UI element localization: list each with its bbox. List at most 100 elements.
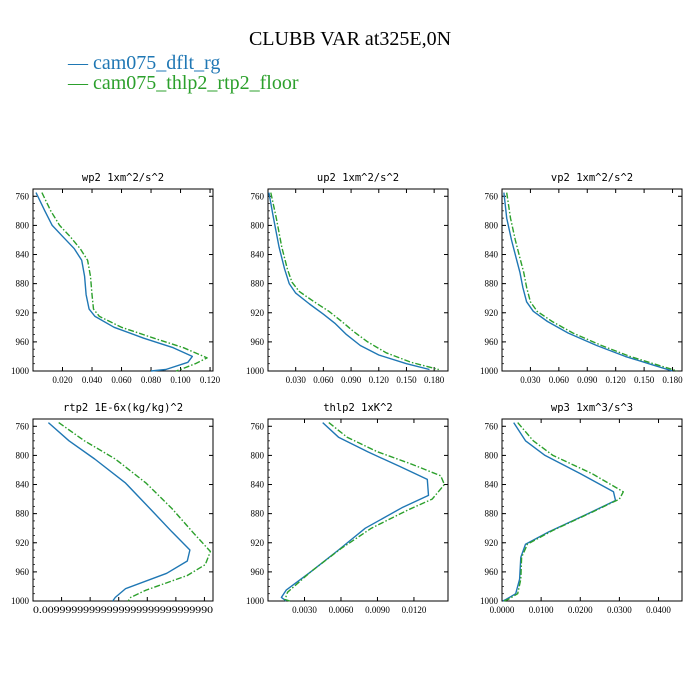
y-tick-label: 760 [251, 191, 265, 201]
panel-frame-6 [501, 418, 683, 602]
panel-title-4: rtp2 1E-6x(kg/kg)^2 [63, 402, 183, 414]
legend-entry-2: — cam075_thlp2_rtp2_floor [68, 72, 299, 94]
y-tick-label: 800 [251, 220, 265, 230]
y-tick-label: 880 [251, 509, 265, 519]
x-tick-label: 0.180 [662, 375, 683, 385]
legend-entry-1: — cam075_dflt_rg [68, 52, 221, 74]
x-tick-label: 0.060 [313, 375, 334, 385]
panel-frame-3 [501, 188, 683, 372]
x-tick-label: 0.00999999999999999999999999990 [33, 605, 214, 615]
y-tick-label: 1000 [246, 366, 265, 376]
panel-title-5: thlp2 1xK^2 [323, 402, 393, 414]
y-tick-label: 800 [485, 450, 499, 460]
x-tick-label: 0.0100 [529, 605, 554, 615]
y-tick-label: 840 [251, 480, 265, 490]
series-line-1 [280, 422, 430, 602]
x-tick-label: 0.0090 [365, 605, 390, 615]
x-tick-label: 0.080 [141, 375, 162, 385]
x-tick-label: 0.0000 [490, 605, 515, 615]
x-tick-label: 0.120 [200, 375, 221, 385]
y-tick-label: 1000 [246, 596, 265, 606]
panel-title-6: wp3 1xm^3/s^3 [551, 402, 633, 414]
y-tick-label: 760 [16, 191, 30, 201]
panel-frame-4 [32, 418, 214, 602]
y-tick-label: 920 [251, 308, 265, 318]
y-tick-label: 760 [485, 421, 499, 431]
y-tick-label: 880 [251, 279, 265, 289]
x-tick-label: 0.060 [111, 375, 132, 385]
panel-frame-2 [267, 188, 449, 372]
panel-title-1: wp2 1xm^2/s^2 [82, 172, 164, 184]
x-tick-label: 0.100 [170, 375, 191, 385]
series-line-2 [41, 192, 208, 372]
y-tick-label: 960 [16, 567, 30, 577]
x-tick-label: 0.040 [82, 375, 103, 385]
series-line-2 [270, 192, 439, 371]
x-tick-label: 0.0030 [292, 605, 317, 615]
y-tick-label: 920 [485, 308, 499, 318]
x-tick-label: 0.150 [634, 375, 655, 385]
y-tick-label: 800 [251, 450, 265, 460]
x-tick-label: 0.090 [341, 375, 362, 385]
y-tick-label: 800 [16, 450, 30, 460]
y-tick-label: 760 [16, 421, 30, 431]
panel-title-2: up2 1xm^2/s^2 [317, 172, 399, 184]
y-tick-label: 760 [485, 191, 499, 201]
x-tick-label: 0.180 [424, 375, 445, 385]
series-line-2 [284, 422, 446, 602]
x-tick-label: 0.030 [520, 375, 541, 385]
y-tick-label: 840 [485, 250, 499, 260]
legend-label-1: cam075_dflt_rg [93, 52, 221, 74]
x-tick-label: 0.030 [286, 375, 307, 385]
series-line-1 [47, 422, 191, 602]
y-tick-label: 920 [16, 308, 30, 318]
legend-label-2: cam075_thlp2_rtp2_floor [93, 72, 299, 94]
series-line-2 [58, 422, 212, 602]
x-tick-label: 0.090 [577, 375, 598, 385]
y-tick-label: 960 [251, 337, 265, 347]
y-tick-label: 960 [485, 337, 499, 347]
y-tick-label: 920 [485, 538, 499, 548]
panel-frame-1 [32, 188, 214, 372]
y-tick-label: 920 [16, 538, 30, 548]
y-tick-label: 960 [16, 337, 30, 347]
x-tick-label: 0.0200 [568, 605, 593, 615]
series-line-1 [268, 192, 430, 371]
series-line-1 [502, 422, 617, 602]
panel-title-3: vp2 1xm^2/s^2 [551, 172, 633, 184]
y-tick-label: 960 [251, 567, 265, 577]
x-tick-label: 0.0400 [646, 605, 671, 615]
x-tick-label: 0.020 [52, 375, 73, 385]
series-line-2 [506, 192, 678, 372]
figure-title: CLUBB VAR at325E,0N [248, 28, 452, 50]
y-tick-label: 1000 [11, 366, 30, 376]
series-line-1 [503, 192, 673, 372]
y-tick-label: 880 [16, 509, 30, 519]
y-tick-label: 840 [16, 480, 30, 490]
x-tick-label: 0.150 [396, 375, 417, 385]
y-tick-label: 1000 [480, 596, 499, 606]
y-tick-label: 880 [485, 509, 499, 519]
panel-frame-5 [267, 418, 449, 602]
y-tick-label: 960 [485, 567, 499, 577]
series-line-2 [503, 422, 624, 602]
y-tick-label: 840 [485, 480, 499, 490]
x-tick-label: 0.0300 [607, 605, 632, 615]
x-tick-label: 0.120 [369, 375, 390, 385]
x-tick-label: 0.0120 [402, 605, 427, 615]
y-tick-label: 800 [485, 220, 499, 230]
y-tick-label: 760 [251, 421, 265, 431]
x-tick-label: 0.0060 [329, 605, 354, 615]
y-tick-label: 1000 [11, 596, 30, 606]
x-tick-label: 0.060 [549, 375, 570, 385]
x-tick-label: 0.120 [606, 375, 627, 385]
y-tick-label: 1000 [480, 366, 499, 376]
y-tick-label: 880 [485, 279, 499, 289]
y-tick-label: 840 [251, 250, 265, 260]
y-tick-label: 880 [16, 279, 30, 289]
series-line-1 [35, 192, 193, 372]
y-tick-label: 840 [16, 250, 30, 260]
y-tick-label: 800 [16, 220, 30, 230]
y-tick-label: 920 [251, 538, 265, 548]
